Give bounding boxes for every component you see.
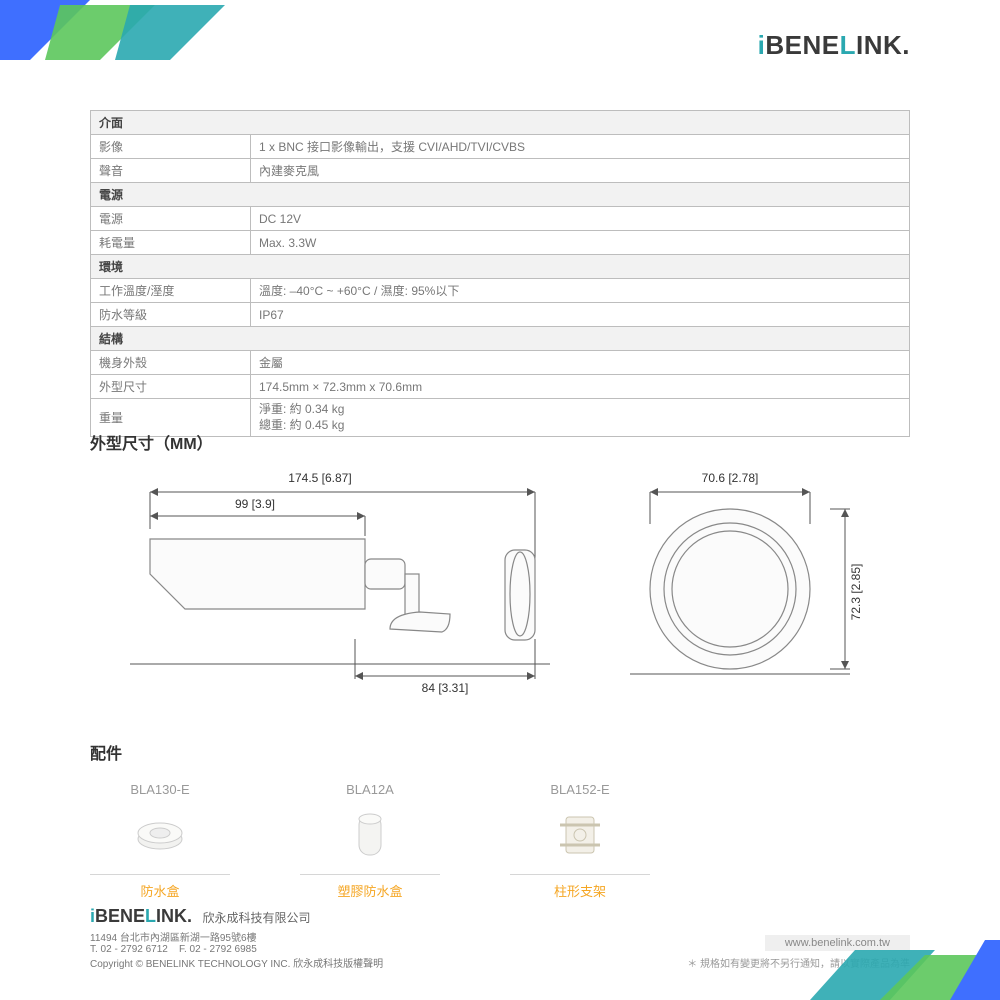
svg-text:99 [3.9]: 99 [3.9] xyxy=(235,497,275,511)
accessory-name: 防水盒 xyxy=(90,881,230,900)
brand-logo-footer: iBENELINK. xyxy=(90,906,192,927)
accessory-icon xyxy=(320,807,420,862)
spec-section-header: 電源 xyxy=(91,183,910,207)
footer-company: 欣永成科技有限公司 xyxy=(203,909,311,926)
divider xyxy=(300,874,440,875)
spec-label: 影像 xyxy=(91,135,251,159)
spec-label: 耗電量 xyxy=(91,231,251,255)
spec-table: 介面影像1 x BNC 接口影像輸出，支援 CVI/AHD/TVI/CVBS聲音… xyxy=(90,110,910,437)
spec-row: 工作溫度/溼度溫度: –40°C ~ +60°C / 濕度: 95%以下 xyxy=(91,279,910,303)
spec-value: IP67 xyxy=(251,303,910,327)
spec-value: 金屬 xyxy=(251,351,910,375)
svg-text:84 [3.31]: 84 [3.31] xyxy=(422,681,469,695)
accessories-title: 配件 xyxy=(90,740,910,764)
accessory-item: BLA12A 塑膠防水盒 xyxy=(300,782,440,900)
accessory-icon xyxy=(530,807,630,862)
spec-label: 工作溫度/溼度 xyxy=(91,279,251,303)
spec-value: Max. 3.3W xyxy=(251,231,910,255)
spec-label: 機身外殼 xyxy=(91,351,251,375)
svg-text:70.6 [2.78]: 70.6 [2.78] xyxy=(702,471,759,485)
spec-label: 電源 xyxy=(91,207,251,231)
footer-fax: F. 02 - 2792 6985 xyxy=(179,944,257,955)
accessory-model: BLA152-E xyxy=(510,782,650,797)
svg-text:174.5 [6.87]: 174.5 [6.87] xyxy=(288,471,351,485)
spec-value: 1 x BNC 接口影像輸出，支援 CVI/AHD/TVI/CVBS xyxy=(251,135,910,159)
spec-value: 174.5mm × 72.3mm x 70.6mm xyxy=(251,375,910,399)
bottom-decor-graphic xyxy=(760,920,1000,1000)
spec-section-header: 介面 xyxy=(91,111,910,135)
spec-section-header: 環境 xyxy=(91,255,910,279)
divider xyxy=(90,874,230,875)
spec-row: 影像1 x BNC 接口影像輸出，支援 CVI/AHD/TVI/CVBS xyxy=(91,135,910,159)
spec-label: 聲音 xyxy=(91,159,251,183)
svg-text:72.3 [2.85]: 72.3 [2.85] xyxy=(849,564,863,621)
spec-value: 內建麥克風 xyxy=(251,159,910,183)
spec-row: 防水等級IP67 xyxy=(91,303,910,327)
brand-logo-top: iBENELINK. xyxy=(758,30,910,61)
spec-label: 防水等級 xyxy=(91,303,251,327)
dimension-section: 外型尺寸（MM） 174.5 [6.87] 99 [3.9] 84 [3.31]… xyxy=(90,430,910,729)
spec-row: 機身外殼金屬 xyxy=(91,351,910,375)
accessory-item: BLA152-E 柱形支架 xyxy=(510,782,650,900)
spec-section-header: 結構 xyxy=(91,327,910,351)
divider xyxy=(510,874,650,875)
accessory-model: BLA130-E xyxy=(90,782,230,797)
accessory-item: BLA130-E 防水盒 xyxy=(90,782,230,900)
accessory-name: 塑膠防水盒 xyxy=(300,881,440,900)
spec-row: 外型尺寸174.5mm × 72.3mm x 70.6mm xyxy=(91,375,910,399)
accessories-section: 配件 BLA130-E 防水盒 BLA12A 塑膠防水盒 BLA152-E 柱形支架 xyxy=(90,740,910,900)
spec-label: 外型尺寸 xyxy=(91,375,251,399)
spec-row: 電源DC 12V xyxy=(91,207,910,231)
spec-row: 聲音內建麥克風 xyxy=(91,159,910,183)
spec-value: DC 12V xyxy=(251,207,910,231)
footer-tel: T. 02 - 2792 6712 xyxy=(90,944,168,955)
dimension-title: 外型尺寸（MM） xyxy=(90,430,910,454)
dimension-drawing: 174.5 [6.87] 99 [3.9] 84 [3.31] 70.6 [2.… xyxy=(90,464,910,724)
spec-row: 耗電量Max. 3.3W xyxy=(91,231,910,255)
accessory-icon xyxy=(110,807,210,862)
accessory-model: BLA12A xyxy=(300,782,440,797)
spec-value: 溫度: –40°C ~ +60°C / 濕度: 95%以下 xyxy=(251,279,910,303)
accessory-name: 柱形支架 xyxy=(510,881,650,900)
